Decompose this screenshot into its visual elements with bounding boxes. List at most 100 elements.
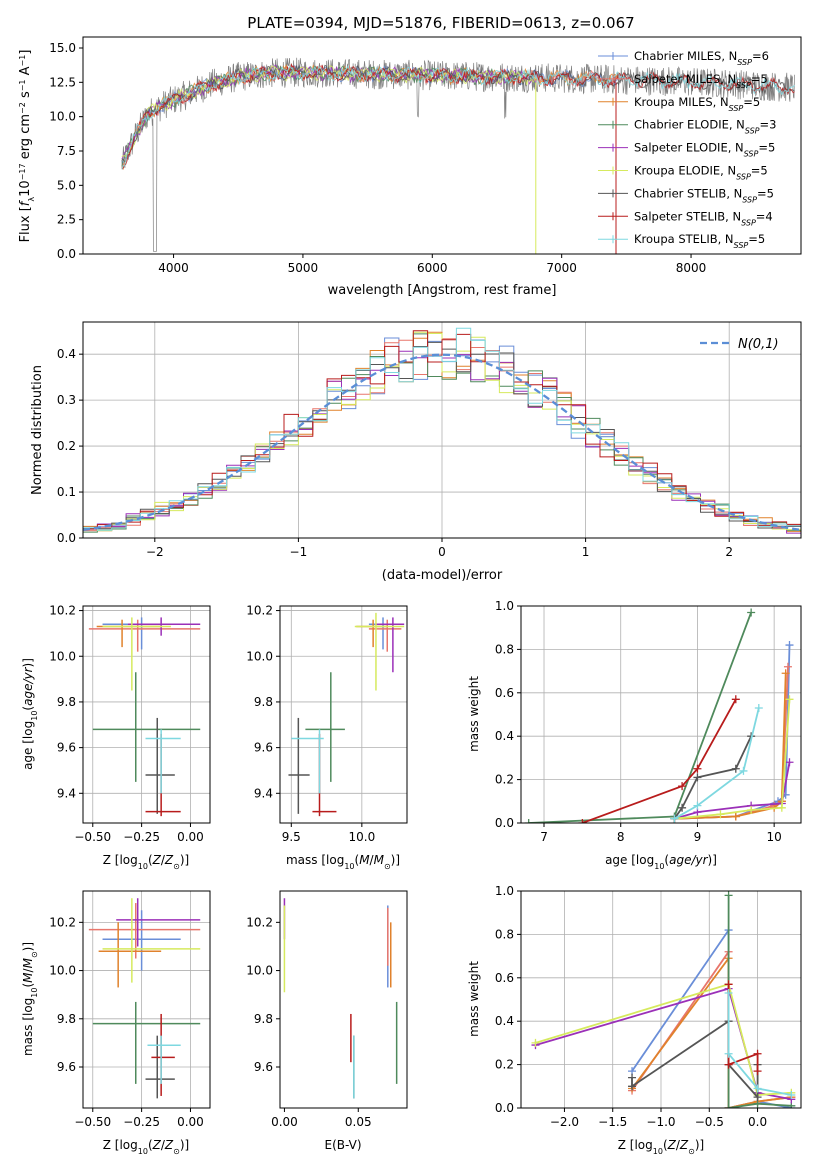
weight-marker: [785, 695, 794, 704]
weight-marker: [785, 641, 794, 650]
x-tick-label: −0.5: [695, 1115, 724, 1129]
legend-entry: Chabrier ELODIE, NSSP=3: [634, 118, 776, 136]
errorbar-point: [354, 612, 405, 691]
weight-marker: [724, 988, 733, 997]
figure-title: PLATE=0394, MJD=51876, FIBERID=0613, z=0…: [247, 14, 634, 32]
label-part: s: [18, 91, 33, 102]
hist-step-salpeter-stelib: [83, 330, 801, 530]
label-part: Z: [152, 1138, 162, 1152]
y-tick-label: 0.0: [57, 247, 76, 261]
label-part: Z: [152, 853, 162, 867]
legend-value: =5: [751, 164, 768, 178]
label-part: age/yr: [21, 666, 35, 705]
weight-line-kroupa-miles: [674, 673, 787, 820]
x-tick-label: 9: [694, 830, 702, 844]
weight-marker: [747, 608, 756, 617]
plot-area: [283, 898, 398, 1099]
label-part: /: [161, 1138, 166, 1152]
label-part: λ: [27, 197, 36, 202]
label-part: mass [log: [21, 998, 35, 1056]
errorbar-point: [151, 1013, 175, 1096]
label-part: age/yr: [669, 853, 708, 867]
x-tick-label: −1.5: [598, 1115, 627, 1129]
y-tick-label: 0.0: [57, 531, 76, 545]
y-tick-label: 9.6: [57, 1060, 76, 1074]
axes-mass_vs_ebv: 0.00 0.05 9.6 9.8 10.0 10.2 E(B-V): [246, 890, 408, 1152]
weight-line-salpeter-stelib: [582, 698, 737, 823]
weight-line-kroupa-elodie: [674, 699, 791, 820]
y-tick-label: 9.8: [57, 1012, 76, 1026]
label-part: −2: [18, 102, 27, 114]
legend-sub: SSP: [736, 172, 751, 181]
weight-marker: [787, 1090, 796, 1099]
legend-value: =5: [748, 232, 765, 246]
errorbar-point: [102, 617, 171, 691]
y-tick-label: 0.1: [57, 485, 76, 499]
legend-entry: Salpeter ELODIE, NSSP=5: [634, 141, 775, 159]
errorbar-point: [102, 617, 181, 650]
legend-entry: Salpeter STELIB, NSSP=4: [634, 209, 773, 227]
legend-sub: SSP: [737, 58, 752, 67]
y-tick-label: 0.0: [495, 816, 514, 830]
label-part: Z [log: [103, 1138, 138, 1152]
label-part: 10: [18, 180, 33, 197]
y-axis-label: Flux [fλ10−17 erg cm−2 s−1 A−1]: [18, 50, 36, 243]
axes-spectrum: 4000 5000 6000 7000 8000 0.0 2.5 5.0 7.5 10.0 12.5…: [18, 36, 802, 298]
weight-marker: [739, 766, 748, 775]
weight-marker: [753, 1084, 762, 1093]
y-tick-label: 0.4: [495, 1014, 514, 1028]
legend-value: =6: [752, 49, 769, 63]
y-tick-label: 0.6: [495, 971, 514, 985]
y-tick-label: 10.0: [49, 649, 76, 663]
legend-sub: SSP: [736, 80, 751, 89]
x-tick-label: 8000: [676, 261, 707, 275]
weight-marker: [731, 695, 740, 704]
weight-line-chabrier-miles: [631, 927, 792, 1108]
x-tick-label: −1: [290, 545, 308, 559]
weight-marker: [753, 1067, 762, 1076]
legend-sub: SSP: [734, 241, 749, 250]
weight-marker: [777, 803, 786, 812]
label-part: 10: [30, 711, 39, 721]
x-tick-label: 9.5: [282, 830, 301, 844]
label-part: ⊙: [688, 1147, 695, 1156]
axes-frame: [279, 605, 408, 824]
label-part: (: [664, 853, 669, 867]
label-part: age [log: [605, 853, 654, 867]
plot-area: [121, 57, 795, 254]
label-part: M: [359, 853, 370, 867]
y-tick-label: 15.0: [49, 41, 76, 55]
x-tick-label: 0.05: [345, 1115, 372, 1129]
y-tick-label: 0.8: [495, 927, 514, 941]
weight-line-kroupa-stelib: [673, 707, 760, 820]
y-tick-label: 2.5: [57, 213, 76, 227]
legend-name: Chabrier STELIB, N: [634, 186, 742, 200]
y-tick-label: 0.2: [57, 439, 76, 453]
y-tick-label: 9.8: [254, 695, 273, 709]
x-tick-label: −0.50: [74, 830, 111, 844]
plot-area: [83, 327, 801, 534]
label-part: −1: [18, 79, 27, 91]
axes-frame-group: −2.0 −1.5 −1.0 −0.5 0.0 0.0 0.2 0.4 0.6 0.8 1.0 Z […: [467, 884, 802, 1156]
x-tick-label: −2.0: [550, 1115, 579, 1129]
y-tick-label: 10.2: [246, 915, 273, 929]
weight-marker: [578, 819, 587, 823]
axes-mass_weight_vs_Z: −2.0 −1.5 −1.0 −0.5 0.0 0.0 0.2 0.4 0.6 0.8 1.0 Z […: [467, 884, 802, 1156]
x-tick-label: 0: [438, 545, 446, 559]
model-line-kroupa-stelib: [121, 65, 795, 170]
legend-value: =4: [756, 209, 773, 223]
label-part: 10: [30, 988, 39, 998]
x-tick-label: −0.25: [123, 1115, 160, 1129]
label-part: ⊙: [173, 862, 180, 871]
x-tick-label: 0.00: [271, 1115, 298, 1129]
errorbar-point: [291, 729, 324, 794]
label-part: 10: [138, 1147, 148, 1156]
legend-entry: Kroupa MILES, NSSP=5: [634, 95, 760, 113]
label-part: Z [log: [103, 853, 138, 867]
legend-value: =5: [751, 72, 768, 86]
weight-marker: [678, 803, 687, 812]
label-part: Z: [679, 1138, 689, 1152]
weight-marker: [753, 1049, 762, 1058]
